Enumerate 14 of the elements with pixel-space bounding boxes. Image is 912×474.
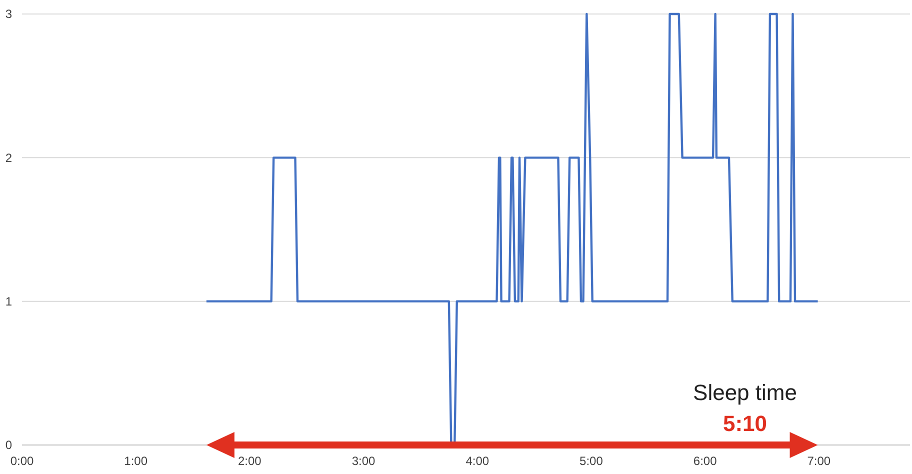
y-tick-label: 2 bbox=[5, 150, 12, 165]
y-tick-label: 0 bbox=[5, 438, 12, 452]
x-tick-label: 6:00 bbox=[693, 454, 718, 468]
annotation: 5:10 bbox=[722, 411, 768, 436]
x-tick-label: 2:00 bbox=[238, 454, 262, 468]
x-tick-label: 1:00 bbox=[124, 454, 148, 468]
y-tick-label: 3 bbox=[5, 7, 12, 22]
x-tick-label: 7:00 bbox=[807, 454, 831, 468]
x-tick-label: 3:00 bbox=[352, 454, 376, 468]
x-tick-label: 5:00 bbox=[580, 454, 604, 468]
y-tick-label: 1 bbox=[5, 294, 12, 309]
x-tick-label: 4:00 bbox=[466, 454, 490, 468]
x-tick-label: 0:00 bbox=[10, 454, 34, 468]
annotation: Sleep time bbox=[693, 380, 797, 405]
